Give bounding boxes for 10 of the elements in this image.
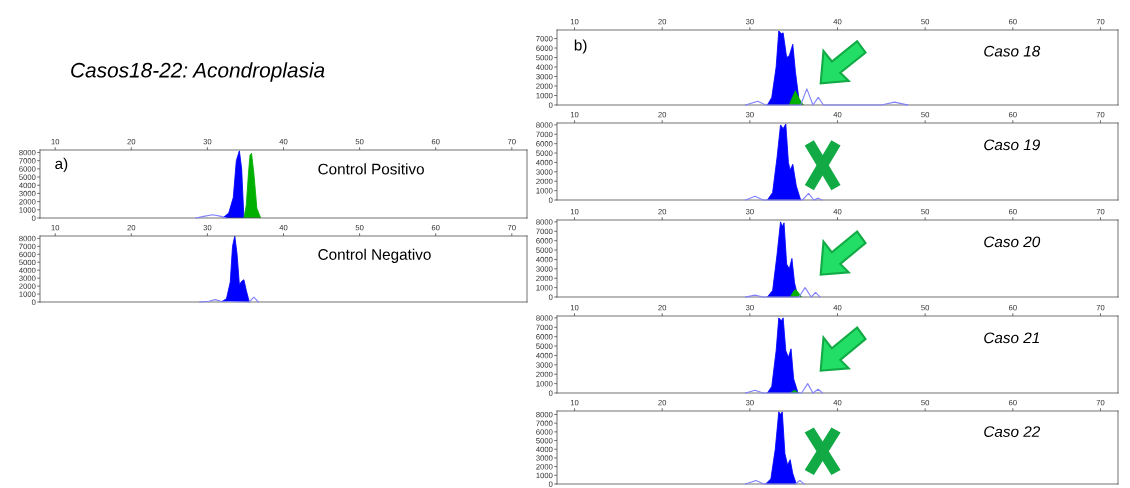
annotation: a) — [55, 157, 68, 173]
annotation: Caso 20 — [984, 236, 1041, 248]
annotation: Control Positivo — [318, 163, 424, 175]
annotation: Caso 22 — [984, 426, 1041, 437]
chart-title: Casos18-22: Acondroplasia — [71, 62, 325, 82]
annotation: Control Negativo — [318, 248, 431, 263]
annotation: b) — [574, 39, 587, 54]
annotation: Caso 18 — [984, 45, 1041, 57]
annotation: Caso 21 — [984, 332, 1039, 344]
annotation: Caso 19 — [984, 139, 1040, 151]
